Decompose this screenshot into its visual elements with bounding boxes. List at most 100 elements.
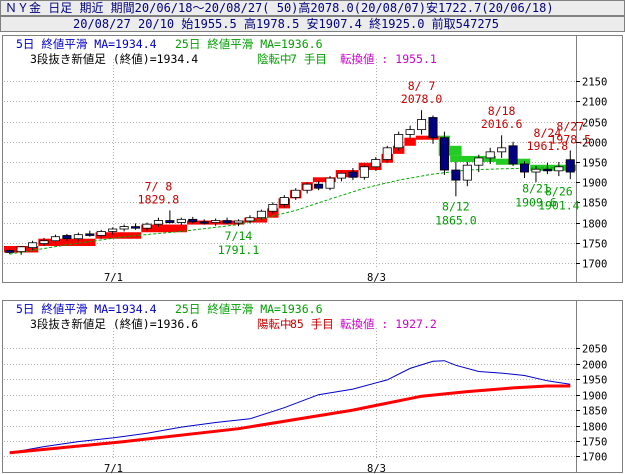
candle-body: [234, 220, 244, 224]
candle-body: [394, 134, 404, 149]
candle-body: [62, 235, 72, 240]
y-tick-label: 1800: [582, 219, 607, 231]
candle-body: [28, 242, 38, 249]
y-tick-label: 1800: [582, 422, 607, 434]
renko-brick: [404, 137, 416, 146]
legend-renko: 3段抜き新値足 (終値)=1934.4: [30, 52, 198, 66]
renko-brick: [450, 155, 496, 162]
candle-body: [520, 163, 530, 173]
candle-body: [462, 164, 472, 181]
y-tick-label: 2100: [582, 97, 607, 109]
candle-body: [554, 166, 564, 172]
price-panel-1: 1700 1750 1800 1850 1900 1950 2000 2050 2100 2150…: [2, 35, 623, 284]
candle-body: [417, 119, 427, 131]
renko-brick: [244, 217, 268, 223]
candle-body: [542, 168, 552, 172]
x-tick-label: 8/3: [367, 463, 386, 474]
candle-body: [245, 217, 255, 222]
candle-body: [497, 147, 507, 153]
legend-renko-pivot: 転換値 : 1927.2: [340, 317, 437, 331]
candle-body: [73, 234, 83, 240]
candle-body: [336, 172, 346, 179]
y-tick-label: 1850: [582, 406, 607, 418]
candle-body: [211, 220, 221, 223]
candle-body: [279, 197, 289, 205]
legend-renko-state: 陰転中: [257, 52, 292, 66]
renko-step-line: [9, 384, 571, 455]
y-tick-label: 2050: [582, 344, 607, 356]
annotation-date: 8/ 7: [408, 79, 436, 93]
renko-brick: [335, 170, 359, 178]
candle-body: [382, 147, 392, 160]
legend-ma5: 5日 終値平滑 MA=1934.4: [16, 302, 157, 316]
renko-brick: [312, 177, 336, 183]
y-tick-label: 2000: [582, 360, 607, 372]
candle-body: [508, 145, 518, 165]
legend-renko: 3段抜き新値足 (終値)=1936.6: [30, 317, 198, 331]
candle-body: [5, 250, 15, 253]
annotation-value: 1909.6: [515, 195, 557, 209]
annotation-date: 8/21: [522, 181, 550, 195]
y-tick-label: 1750: [582, 239, 607, 251]
candle-body: [302, 183, 312, 191]
header-ohlc-line: 20/08/27 20/10 始1955.5 高1978.5 安1907.4 終…: [0, 16, 625, 32]
chart-header: ＮＹ金 日足 期近 期間20/06/18～20/08/27( 50)高2078.…: [0, 0, 625, 34]
x-tick-label: 7/1: [104, 463, 123, 474]
price-panel-2: 1700 1750 1800 1850 1900 1950 2000 2050 7/1 8/3 5日…: [2, 300, 623, 474]
annotation-value: 1901.4: [538, 199, 580, 213]
candle-body: [359, 166, 369, 178]
candle-body: [405, 129, 415, 135]
annotation-date: 8/24: [534, 126, 562, 140]
candle-body: [165, 220, 175, 223]
candle-body: [108, 228, 118, 232]
candle-body: [256, 210, 266, 219]
candle-body: [268, 203, 278, 212]
annotation-date: 8/18: [488, 104, 516, 118]
y-tick-label: 1750: [582, 437, 607, 449]
candle-body: [96, 231, 106, 236]
y-tick-label: 1700: [582, 452, 607, 464]
candle-body: [153, 220, 163, 225]
annotation-value: 1978.5: [550, 132, 592, 146]
candle-body: [325, 177, 335, 189]
candle-body: [39, 240, 49, 244]
legend-ma25: 25日 終値平滑 MA=1936.6: [175, 302, 323, 316]
candle-body: [428, 117, 438, 139]
candle-body: [188, 218, 198, 223]
x-tick-label: 8/3: [367, 272, 386, 284]
legend-renko-count: 85 手目: [290, 317, 334, 331]
candle-body: [565, 159, 575, 173]
annotation-date: 8/27: [556, 119, 584, 133]
y-tick-label: 1900: [582, 178, 607, 190]
renko-brick: [438, 145, 462, 156]
renko-brick: [95, 232, 142, 239]
candle-body: [142, 223, 152, 229]
ma25-line: [9, 167, 571, 255]
legend-ma5: 5日 終値平滑 MA=1934.4: [16, 37, 157, 51]
annotation-date: 7/14: [225, 229, 253, 243]
y-tick-label: 1950: [582, 158, 607, 170]
renko-brick: [141, 224, 188, 233]
candle-body: [291, 189, 301, 198]
candle-body: [314, 183, 324, 189]
candle-body: [131, 226, 141, 229]
candle-body: [16, 246, 26, 253]
y-tick-label: 1850: [582, 198, 607, 210]
candle-body: [451, 169, 461, 181]
ma5-line: [9, 360, 571, 454]
candle-body: [199, 221, 209, 224]
renko-brick: [415, 135, 439, 140]
candle-body: [371, 159, 381, 168]
header-summary-line: ＮＹ金 日足 期近 期間20/06/18～20/08/27( 50)高2078.…: [0, 0, 625, 16]
annotation-value: 1961.8: [527, 139, 569, 153]
candle-body: [176, 218, 186, 223]
y-tick-label: 1900: [582, 391, 607, 403]
renko-brick: [38, 238, 96, 246]
candle-body: [348, 171, 358, 178]
renko-brick: [358, 162, 382, 171]
candle-body: [474, 157, 484, 166]
candle-body: [439, 137, 449, 171]
legend-renko-state: 陽転中: [257, 317, 292, 331]
candle-body: [222, 220, 232, 224]
